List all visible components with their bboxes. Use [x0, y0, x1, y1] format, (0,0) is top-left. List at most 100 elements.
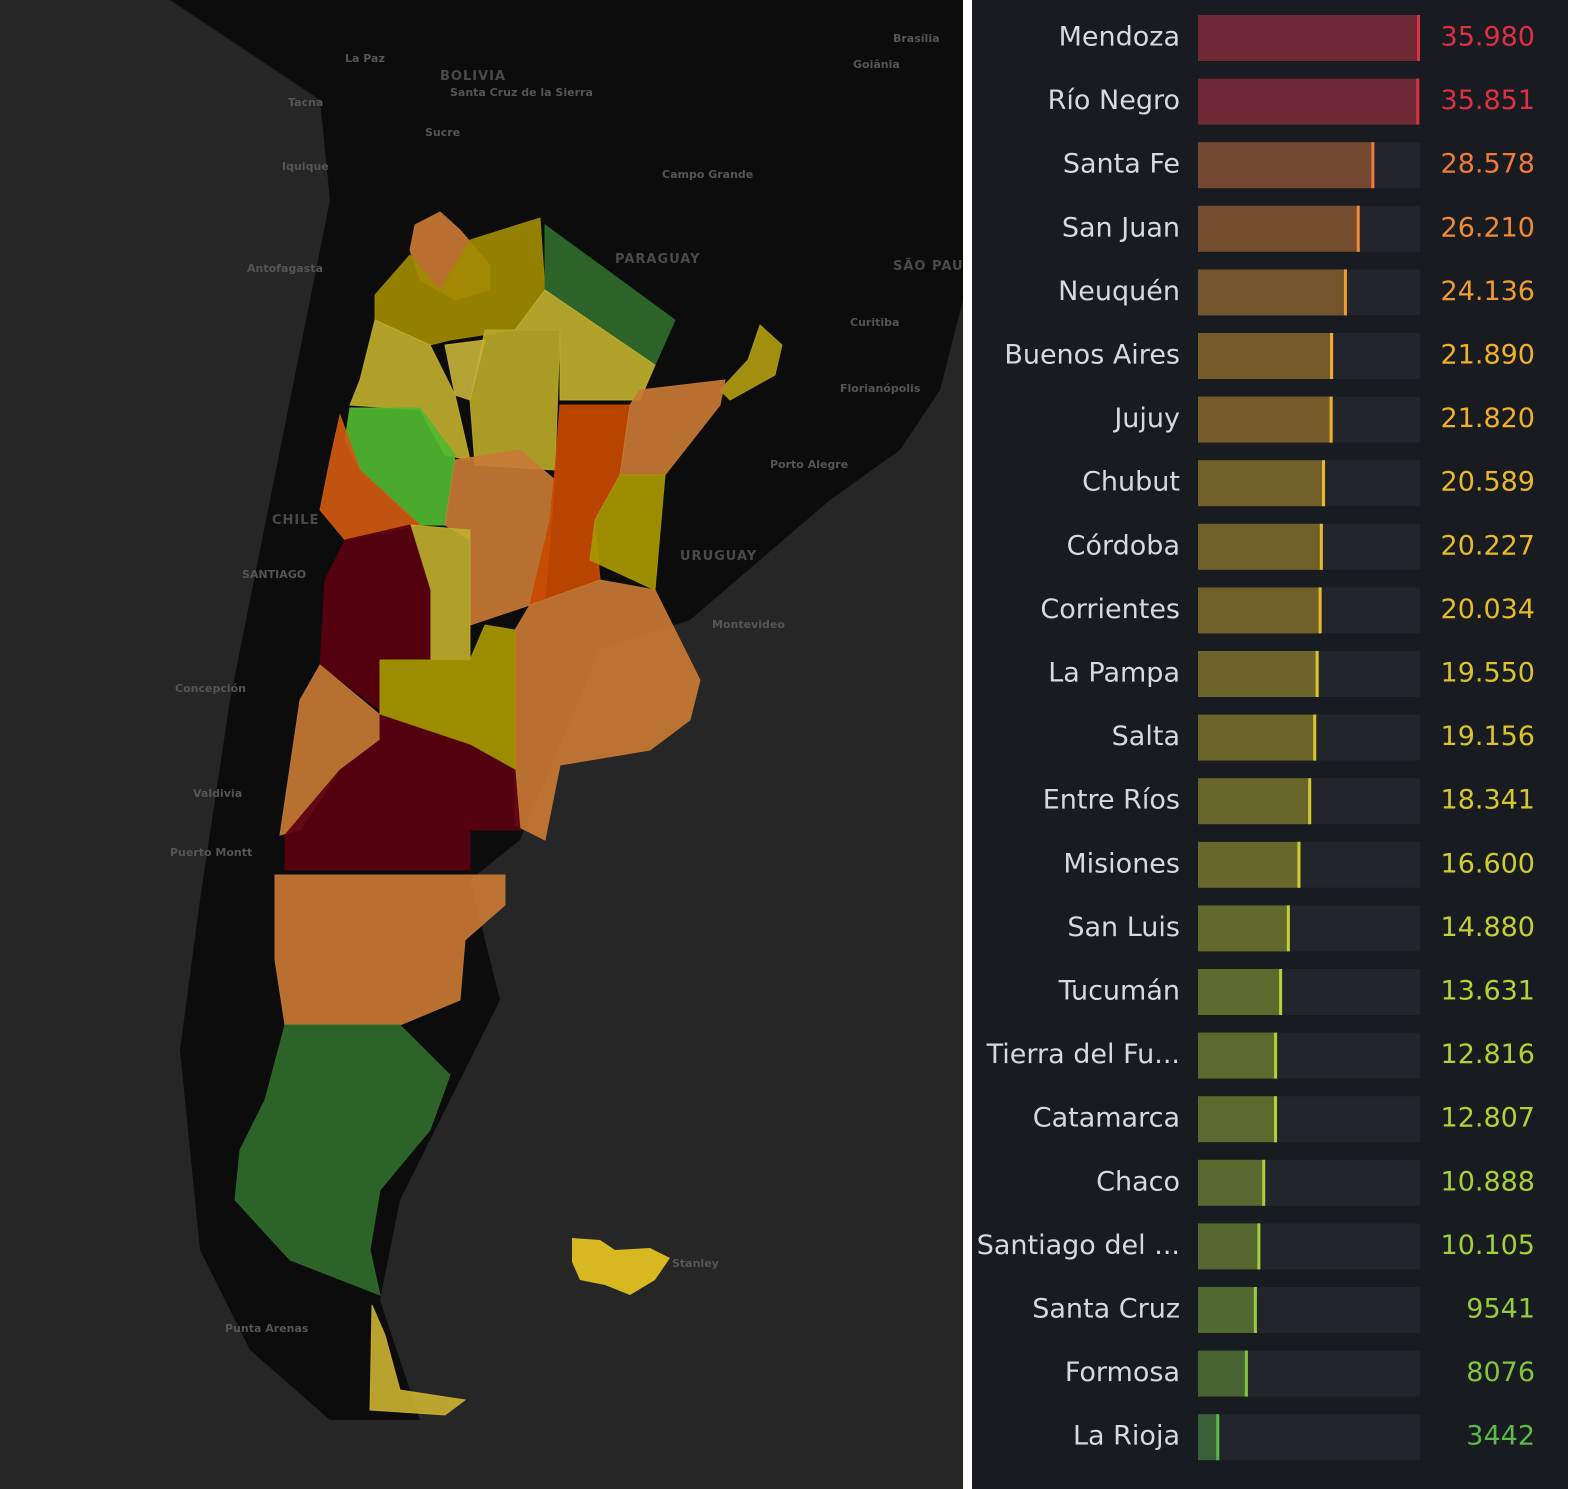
value-label: 12.816 [1441, 1039, 1535, 1070]
bar-edge [1371, 142, 1375, 189]
map-label: URUGUAY [680, 549, 757, 564]
value-label: 18.341 [1441, 785, 1535, 816]
bar-edge [1329, 396, 1333, 443]
category-label: Catamarca [1033, 1103, 1180, 1134]
bar-edge [1319, 523, 1323, 570]
bar-track [1198, 333, 1420, 379]
bar-track [1198, 1159, 1420, 1206]
bar-edge [1330, 333, 1334, 379]
bar [1198, 269, 1347, 316]
province [234, 1024, 451, 1296]
bar-edge [1244, 1350, 1248, 1397]
category-label: Neuquén [1058, 276, 1180, 307]
divider [963, 0, 972, 1489]
bar-track [1198, 905, 1420, 952]
map-label: Porto Alegre [770, 458, 848, 471]
map-label: Valdivia [193, 787, 242, 800]
map-label: Brasília [893, 32, 940, 45]
bar-track [1198, 142, 1420, 189]
map-label: Punta Arenas [225, 1322, 309, 1335]
category-label: Tucumán [1058, 976, 1180, 1007]
islands [572, 1238, 670, 1295]
bar-track [1198, 1223, 1420, 1270]
category-label: Río Negro [1048, 85, 1180, 116]
bar-track [1198, 969, 1420, 1015]
bar-track [1198, 841, 1420, 888]
category-label: Santiago del ... [977, 1230, 1180, 1261]
category-label: Córdoba [1067, 530, 1180, 561]
bar [1198, 460, 1326, 507]
bar [1198, 651, 1319, 697]
bar [1198, 396, 1333, 443]
bar-track [1198, 78, 1420, 125]
category-label: Mendoza [1059, 22, 1180, 53]
category-label: Chaco [1096, 1166, 1180, 1197]
bar-track [1198, 15, 1420, 61]
bar [1198, 15, 1420, 61]
bar [1198, 1414, 1220, 1461]
value-label: 8076 [1466, 1357, 1535, 1388]
bar-track [1198, 1287, 1420, 1333]
value-label: 21.820 [1441, 403, 1535, 434]
bar [1198, 1287, 1257, 1333]
bar [1198, 778, 1312, 825]
province [469, 329, 561, 471]
value-label: 19.156 [1441, 721, 1535, 752]
value-label: 35.851 [1441, 85, 1535, 116]
value-label: 13.631 [1441, 976, 1535, 1007]
category-label: Salta [1112, 721, 1180, 752]
bar [1198, 841, 1301, 888]
bar-edge [1257, 1223, 1261, 1270]
map-label: Puerto Montt [170, 846, 252, 859]
bar [1198, 1096, 1278, 1143]
category-label: Formosa [1065, 1357, 1180, 1388]
value-label: 9541 [1466, 1294, 1535, 1325]
map-label: CHILE [272, 513, 319, 528]
value-label: 10.888 [1441, 1166, 1535, 1197]
value-label: 26.210 [1441, 212, 1535, 243]
bar-track [1198, 460, 1420, 507]
map-label: La Paz [345, 52, 385, 65]
bar-edge [1313, 714, 1317, 761]
category-label: Santa Fe [1063, 149, 1180, 180]
bar [1198, 523, 1323, 570]
value-label: 35.980 [1441, 22, 1535, 53]
bar-edge [1417, 15, 1420, 61]
value-label: 3442 [1466, 1421, 1535, 1452]
value-label: 14.880 [1441, 912, 1535, 943]
category-label: Chubut [1082, 467, 1180, 498]
category-label: Entre Ríos [1043, 785, 1180, 816]
bar [1198, 714, 1317, 761]
bar [1198, 333, 1334, 379]
bar-track [1198, 269, 1420, 316]
bar-track [1198, 1032, 1420, 1079]
value-label: 24.136 [1441, 276, 1535, 307]
bar [1198, 1159, 1266, 1206]
bar-track [1198, 396, 1420, 443]
bar-edge [1308, 778, 1312, 825]
category-label: San Juan [1062, 212, 1180, 243]
bar-edge [1274, 1032, 1278, 1079]
bar-edge [1318, 587, 1322, 634]
value-label: 21.890 [1441, 340, 1535, 371]
map-label: Stanley [672, 1257, 719, 1270]
map-label: Goiânia [853, 58, 900, 71]
province [444, 449, 556, 626]
bar-edge [1262, 1159, 1266, 1206]
map-label: SÃO PAUL [893, 258, 973, 274]
bar-edge [1315, 651, 1319, 697]
province [369, 1304, 467, 1416]
map-label: Curitiba [850, 316, 899, 329]
value-label: 19.550 [1441, 658, 1535, 689]
bar-track [1198, 1350, 1420, 1397]
map-labels: La Paz BOLIVIA Santa Cruz de la Sierra T… [170, 32, 973, 1335]
bar [1198, 78, 1420, 125]
map-label: Tacna [288, 96, 323, 109]
bar [1198, 142, 1375, 189]
map-label: SANTIAGO [242, 568, 306, 581]
bar-track [1198, 1096, 1420, 1143]
bar [1198, 905, 1290, 952]
province [284, 714, 521, 871]
